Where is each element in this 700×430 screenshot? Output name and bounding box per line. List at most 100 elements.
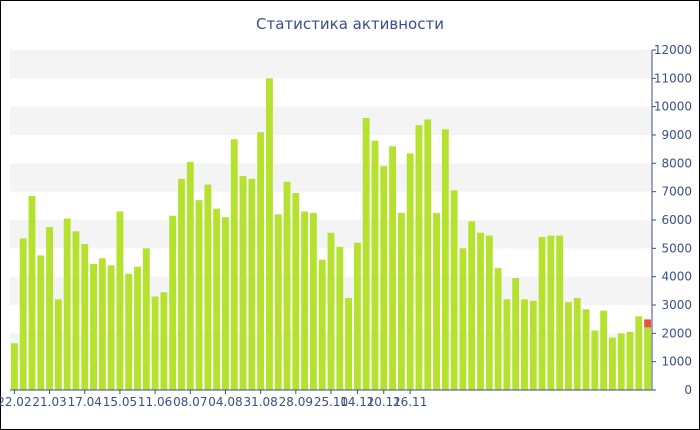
bar <box>116 211 124 390</box>
bar <box>54 299 62 390</box>
bar <box>222 217 229 390</box>
bar <box>81 244 89 390</box>
bar <box>415 125 423 390</box>
x-tick-label: 08.07 <box>173 395 207 409</box>
bar-current <box>644 319 652 328</box>
bar <box>406 153 414 390</box>
y-tick-label: 9000 <box>661 128 692 142</box>
bar <box>468 221 476 390</box>
bar <box>239 176 247 390</box>
bar <box>477 232 484 390</box>
bar <box>292 193 300 390</box>
bar <box>565 302 572 390</box>
x-tick-label: 04.08 <box>208 395 242 409</box>
bar <box>134 266 141 390</box>
bar <box>72 231 80 390</box>
x-tick-label: 15.05 <box>103 395 137 409</box>
bar-series <box>10 78 652 391</box>
bar <box>301 211 309 390</box>
bar <box>160 292 168 390</box>
bar <box>125 273 133 390</box>
bar <box>107 265 115 390</box>
bar <box>151 296 159 390</box>
bar <box>582 309 590 390</box>
bar <box>142 248 150 390</box>
bar <box>441 129 449 391</box>
bar <box>353 242 361 390</box>
bar <box>318 259 326 390</box>
x-tick-label: 28.09 <box>279 395 313 409</box>
bar <box>230 139 238 390</box>
y-tick-label: 3000 <box>661 298 692 312</box>
bar <box>186 161 194 390</box>
chart-title: Статистика активности <box>256 15 444 33</box>
grid-band <box>10 191 652 220</box>
x-tick-label: 17.04 <box>68 395 102 409</box>
bar <box>556 235 564 390</box>
bar <box>512 278 520 390</box>
bar <box>257 132 265 390</box>
bar <box>336 246 344 390</box>
bar <box>626 331 634 390</box>
bar <box>547 235 555 390</box>
bar <box>46 227 54 390</box>
grid-band <box>10 78 652 107</box>
bar <box>617 333 625 390</box>
x-tick-label: 21.03 <box>32 395 66 409</box>
bar <box>63 218 71 390</box>
bar <box>266 78 273 390</box>
y-tick-label: 12000 <box>654 43 692 57</box>
bar <box>178 178 185 390</box>
bar <box>494 268 502 390</box>
bar <box>459 248 467 390</box>
x-tick-label: 25.10 <box>314 395 348 409</box>
y-tick-label: 0 <box>684 383 692 397</box>
bar <box>169 215 177 390</box>
bar <box>204 184 212 390</box>
bar <box>327 232 335 390</box>
x-tick-label: 14.11 <box>340 395 374 409</box>
grid-band <box>10 50 652 79</box>
bar <box>309 212 317 390</box>
bar <box>485 235 493 390</box>
bar <box>10 343 18 390</box>
grid-band <box>10 106 652 135</box>
bar <box>591 330 599 390</box>
bar <box>371 140 379 390</box>
bar <box>248 178 256 390</box>
y-tick-label: 10000 <box>654 100 692 114</box>
bar <box>19 238 27 390</box>
x-tick-label: 31.08 <box>243 395 277 409</box>
bar <box>345 297 353 390</box>
y-tick-label: 7000 <box>661 185 692 199</box>
bar <box>433 212 440 390</box>
bar <box>608 337 616 390</box>
y-axis-labels: 0 1000 2000 3000 4000 5000 6000 7000 8000 9000 100… <box>652 43 692 397</box>
y-tick-label: 8000 <box>661 156 692 170</box>
y-tick-label: 11000 <box>654 71 692 85</box>
y-tick-label: 5000 <box>661 241 692 255</box>
bar <box>362 118 370 390</box>
bar <box>98 258 106 390</box>
x-tick-label: 20.11 <box>367 395 401 409</box>
x-tick-label: 26.11 <box>393 395 427 409</box>
bar <box>635 316 643 390</box>
bar <box>90 263 97 390</box>
bar <box>397 212 405 390</box>
y-tick-label: 1000 <box>661 355 692 369</box>
x-axis-labels: 22.02 21.03 17.04 15.05 11.06 08.07 04.08 31.08… <box>0 390 427 409</box>
bar <box>503 299 511 390</box>
bar <box>380 166 388 390</box>
bar <box>274 214 282 390</box>
grid-band <box>10 163 652 192</box>
bar <box>573 297 581 390</box>
bar <box>521 299 528 390</box>
bar <box>213 208 221 390</box>
y-tick-label: 2000 <box>661 326 692 340</box>
bar <box>600 310 608 390</box>
bar <box>195 200 203 390</box>
bar <box>283 181 291 390</box>
grid-band <box>10 135 652 164</box>
y-tick-label: 4000 <box>661 270 692 284</box>
